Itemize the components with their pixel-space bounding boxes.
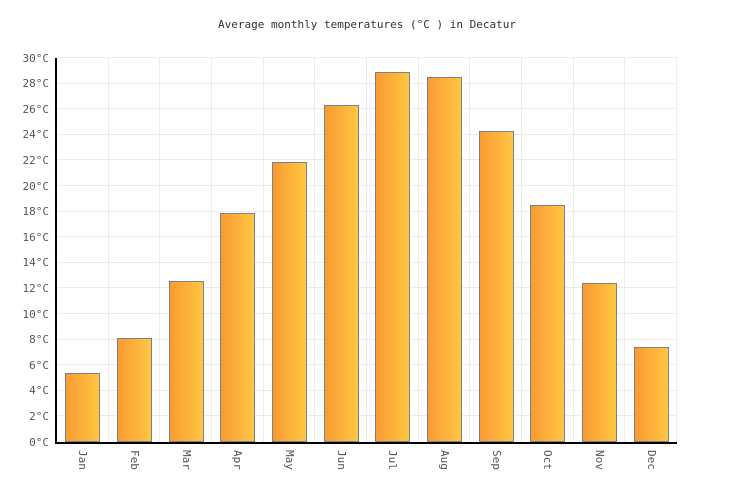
- bar-mar: [168, 281, 204, 442]
- y-tick-label: 28°C: [22, 77, 50, 91]
- horizontal-gridline: [57, 364, 677, 366]
- y-tick-label: 8°C: [29, 333, 49, 347]
- y-tick-label: 18°C: [22, 205, 50, 219]
- horizontal-gridline: [57, 159, 677, 161]
- vertical-gridline: [211, 58, 212, 442]
- horizontal-gridline: [57, 82, 677, 84]
- x-tick-label: Jan: [76, 450, 90, 470]
- horizontal-gridline: [57, 236, 677, 238]
- x-tick-label: May: [283, 450, 296, 470]
- y-tick-label: 22°C: [22, 153, 50, 167]
- y-tick-label: 26°C: [22, 102, 50, 116]
- y-tick-label: 0°C: [29, 435, 49, 449]
- horizontal-gridline: [57, 185, 677, 186]
- bar-apr: [220, 213, 256, 442]
- vertical-gridline: [469, 58, 471, 442]
- x-tick-label: Dec: [644, 450, 658, 470]
- chart-title: Average monthly temperatures (°C ) in De…: [217, 18, 516, 31]
- bar-jun: [323, 105, 359, 442]
- vertical-gridline: [572, 58, 574, 442]
- x-tick-label: Apr: [231, 450, 245, 470]
- x-tick-label: Oct: [541, 450, 555, 470]
- vertical-gridline: [366, 58, 367, 442]
- vertical-gridline: [624, 58, 626, 442]
- horizontal-gridline: [57, 210, 677, 212]
- y-tick-label: 30°C: [22, 51, 50, 65]
- x-tick-label: Mar: [179, 450, 193, 470]
- y-tick-label: 2°C: [29, 409, 49, 423]
- bar-dec: [633, 347, 669, 442]
- vertical-gridline: [417, 58, 419, 442]
- bar-nov: [582, 283, 617, 442]
- horizontal-gridline: [57, 108, 677, 110]
- y-tick-label: 20°C: [22, 179, 50, 193]
- bar-sep: [478, 131, 514, 442]
- bar-oct: [530, 205, 566, 442]
- bar-jul: [375, 72, 411, 442]
- y-tick-label: 10°C: [22, 307, 50, 321]
- horizontal-gridline: [57, 287, 677, 289]
- horizontal-gridline: [57, 415, 677, 417]
- y-tick-label: 12°C: [22, 281, 50, 295]
- bar-may: [272, 162, 307, 442]
- x-tick-label: Sep: [489, 450, 503, 470]
- vertical-gridline: [314, 58, 316, 442]
- horizontal-gridline: [57, 313, 677, 314]
- vertical-gridline: [262, 58, 264, 442]
- plot-area: [55, 57, 677, 444]
- x-tick-label: Nov: [593, 450, 606, 470]
- vertical-gridline: [521, 58, 522, 442]
- x-tick-label: Jul: [386, 450, 400, 470]
- x-tick-label: Jun: [334, 450, 348, 470]
- bar-jan: [65, 373, 101, 442]
- horizontal-gridline: [57, 57, 677, 58]
- x-tick-label: Feb: [128, 450, 141, 470]
- vertical-gridline: [676, 58, 677, 442]
- y-tick-label: 14°C: [22, 256, 50, 270]
- horizontal-gridline: [57, 389, 677, 391]
- horizontal-gridline: [57, 133, 677, 135]
- horizontal-gridline: [57, 338, 677, 340]
- vertical-gridline: [107, 58, 109, 442]
- y-tick-label: 6°C: [29, 358, 49, 372]
- horizontal-gridline: [57, 261, 677, 263]
- bar-aug: [427, 77, 462, 442]
- y-tick-label: 16°C: [22, 230, 50, 244]
- y-tick-label: 4°C: [29, 384, 49, 398]
- y-tick-label: 24°C: [22, 128, 50, 142]
- bar-feb: [117, 338, 152, 442]
- vertical-gridline: [159, 58, 161, 442]
- x-tick-label: Aug: [438, 450, 451, 470]
